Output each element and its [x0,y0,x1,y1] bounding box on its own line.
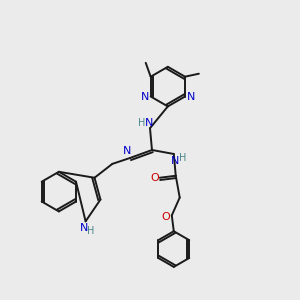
Text: N: N [123,146,131,156]
Text: N: N [171,156,179,166]
Text: H: H [138,118,146,128]
Text: N: N [145,118,153,128]
Text: H: H [179,153,186,163]
Text: N: N [187,92,195,101]
Text: H: H [87,226,94,236]
Text: N: N [140,92,149,101]
Text: O: O [161,212,170,222]
Text: O: O [151,173,159,183]
Text: N: N [80,223,88,233]
